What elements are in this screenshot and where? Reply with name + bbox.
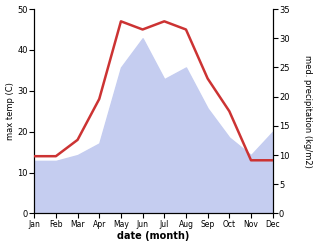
Y-axis label: med. precipitation (kg/m2): med. precipitation (kg/m2) [303,55,313,168]
Y-axis label: max temp (C): max temp (C) [5,82,15,140]
X-axis label: date (month): date (month) [117,231,190,242]
